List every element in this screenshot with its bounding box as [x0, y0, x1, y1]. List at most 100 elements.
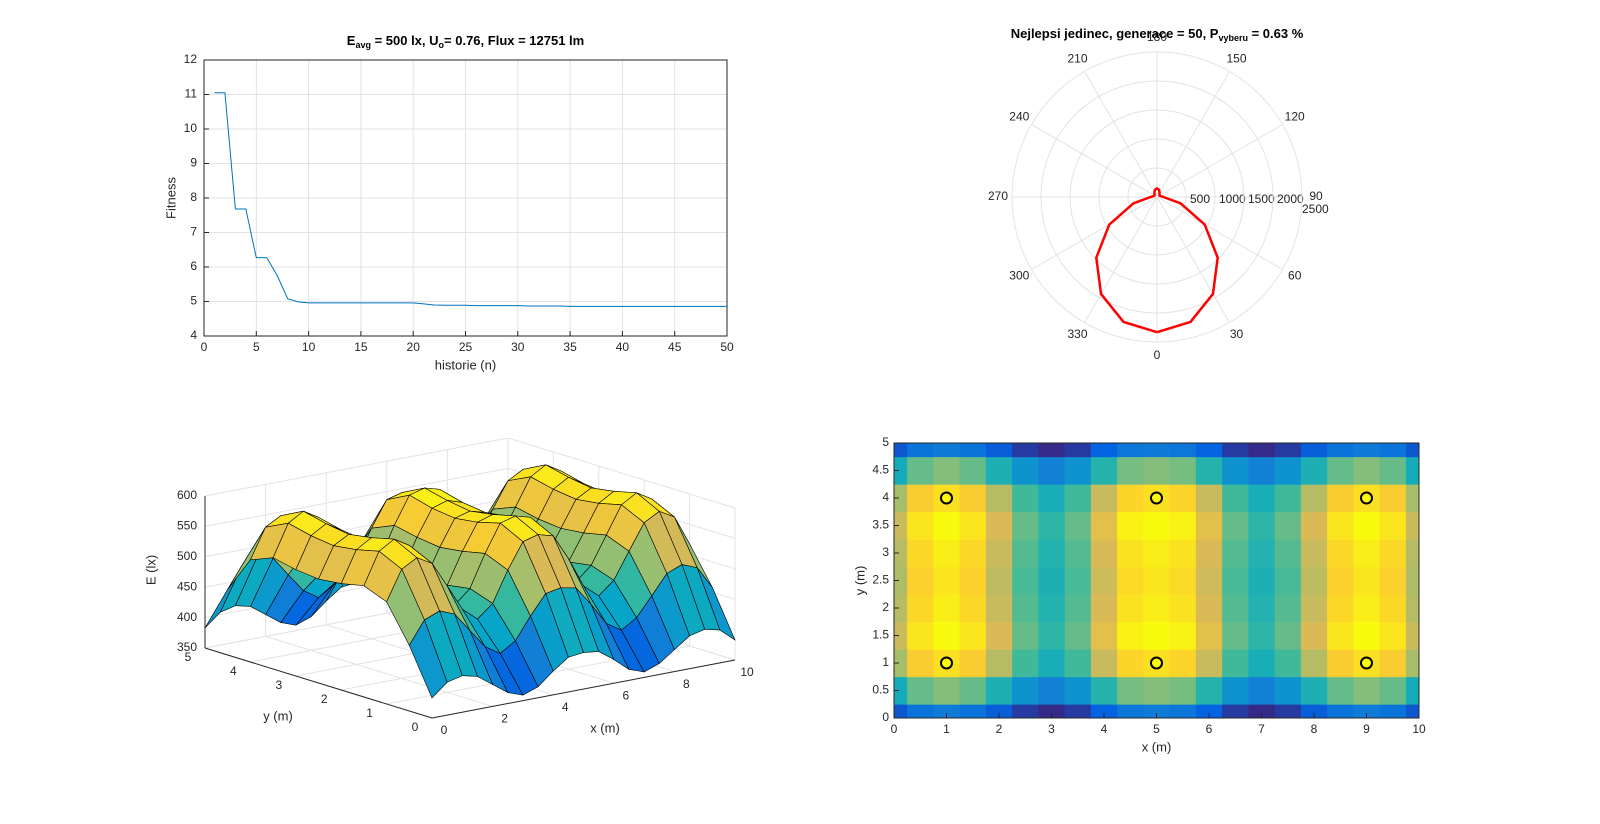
z-tick-label: 600: [177, 488, 197, 502]
heatmap-cell: [1090, 511, 1118, 540]
spoke: [1084, 196, 1158, 323]
axis-line: [431, 659, 736, 719]
x-tick-label: 1: [943, 722, 950, 736]
heatmap-cell: [1090, 484, 1118, 513]
r-grid-circle: [1040, 80, 1274, 314]
heatmap-cell: [1195, 511, 1223, 540]
y-tick-label: 4: [882, 490, 889, 504]
spoke: [1031, 124, 1158, 198]
heatmap-cell: [894, 594, 908, 623]
heatmap-cell: [894, 676, 908, 705]
y-tick-label: 2: [882, 600, 889, 614]
heatmap-cell: [1090, 443, 1118, 458]
chart-title: Nejlepsi jedinec, generace = 50, Pvyberu…: [1011, 26, 1304, 43]
heatmap-cell: [1274, 539, 1302, 568]
heatmap-cell: [1195, 456, 1223, 485]
heatmap-cell: [894, 456, 908, 485]
heatmap-cell: [1038, 704, 1066, 719]
heatmap-cell: [1274, 676, 1302, 705]
x-tick-label: 3: [1048, 722, 1055, 736]
heatmap-cell: [1248, 566, 1276, 595]
heatmap-cell: [1353, 539, 1381, 568]
y-tick-label: 2: [321, 692, 328, 706]
heatmap-cell: [1405, 621, 1420, 650]
heatmap-cell: [1169, 649, 1197, 678]
heatmap-cell: [1143, 456, 1171, 485]
heatmap-cell: [1195, 443, 1223, 458]
heatmap-cell: [1405, 676, 1420, 705]
heatmap-cell: [1012, 704, 1039, 719]
heatmap-cell: [907, 704, 934, 719]
y-tick-label: 0.5: [872, 683, 889, 697]
heatmap-cell: [1012, 566, 1039, 595]
heatmap-cell: [1064, 511, 1092, 540]
r-tick-label: 2500: [1302, 202, 1329, 216]
theta-tick-label: 240: [1009, 110, 1029, 124]
y-tick-label: 8: [190, 190, 197, 204]
z-tick-label: 500: [177, 549, 197, 563]
heatmap-cell: [985, 594, 1013, 623]
r-grid-circle: [1098, 138, 1216, 256]
polar-curve: [1095, 187, 1219, 334]
heatmap-cell: [1012, 484, 1039, 513]
heatmap-cell: [1195, 539, 1223, 568]
heatmap-cell: [1405, 649, 1420, 678]
heatmap-cell: [1379, 704, 1407, 719]
heatmap-cell: [1248, 511, 1276, 540]
heatmap-cell: [1064, 676, 1092, 705]
heatmap-cell: [1353, 621, 1381, 650]
heatmap-cell: [1090, 594, 1118, 623]
r-tick-label: 2000: [1277, 192, 1304, 206]
spoke: [1156, 124, 1283, 198]
heatmap-cell: [894, 443, 908, 458]
y-axis-label: Fitness: [163, 177, 178, 219]
heatmap-cell: [1274, 484, 1302, 513]
heatmap-cell: [1169, 484, 1197, 513]
heatmap-cell: [1064, 456, 1092, 485]
x-tick-label: 10: [1412, 722, 1426, 736]
y-tick-label: 4.5: [872, 463, 889, 477]
heatmap-cell: [1248, 621, 1276, 650]
x-tick-label: 2: [501, 712, 508, 726]
heatmap-cell: [1222, 676, 1249, 705]
heatmap-cell: [1327, 621, 1354, 650]
x-tick-label: 10: [740, 665, 754, 679]
heatmap-cell: [933, 676, 961, 705]
heatmap-cell: [985, 621, 1013, 650]
spoke: [1156, 71, 1230, 198]
heatmap-cell: [1143, 704, 1171, 719]
heatmap-cell: [1012, 594, 1039, 623]
heatmap-cell: [907, 621, 934, 650]
heatmap-cell: [1353, 511, 1381, 540]
heatmap-cell: [1195, 649, 1223, 678]
y-tick-label: 7: [190, 225, 197, 239]
theta-tick-label: 330: [1067, 327, 1087, 341]
heatmap-cell: [933, 594, 961, 623]
heatmap-cell: [1379, 621, 1407, 650]
x-tick-label: 5: [253, 340, 260, 354]
y-tick-label: 5: [190, 294, 197, 308]
heatmap-cell: [1143, 621, 1171, 650]
heatmap-cell: [1327, 443, 1354, 458]
heatmap-cell: [1274, 566, 1302, 595]
r-tick-label: 500: [1190, 192, 1210, 206]
heatmap-cell: [1222, 539, 1249, 568]
x-axis-label: historie (n): [435, 357, 496, 372]
heatmap-cell: [1090, 456, 1118, 485]
heatmap-cell: [1064, 594, 1092, 623]
luminaire-marker: [1360, 491, 1373, 505]
heatmap-cell: [1327, 649, 1354, 678]
heatmap-cell: [1038, 594, 1066, 623]
heatmap-cell: [1300, 621, 1328, 650]
heatmap-cell: [1327, 484, 1354, 513]
heatmap-cell: [1327, 511, 1354, 540]
heatmap-cell: [1090, 649, 1118, 678]
heatmap-cell: [1117, 539, 1144, 568]
heatmap-cell: [1274, 621, 1302, 650]
heatmap-cell: [907, 456, 934, 485]
heatmap-cell: [1300, 443, 1328, 458]
r-tick-label: 1000: [1219, 192, 1246, 206]
x-tick-label: 0: [891, 722, 898, 736]
